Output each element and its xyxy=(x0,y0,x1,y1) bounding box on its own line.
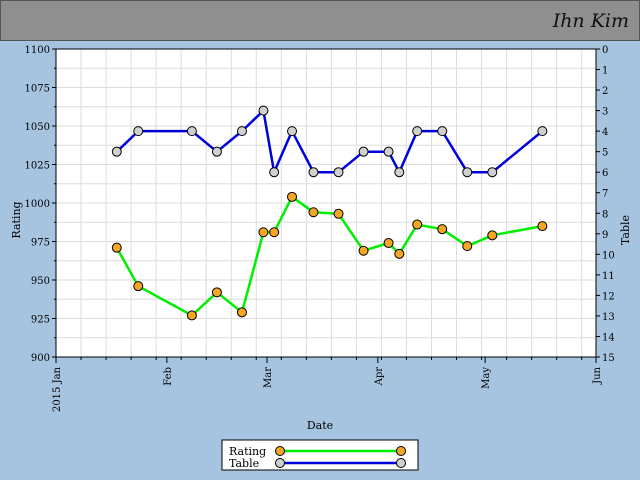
y-tick-label: 950 xyxy=(31,276,50,287)
y-tick-label: 1075 xyxy=(25,84,50,95)
legend-marker-table xyxy=(275,458,285,468)
data-point-table xyxy=(258,105,269,116)
y2-tick-label: 13 xyxy=(602,312,615,323)
data-point-table xyxy=(412,126,423,137)
y2-tick-label: 11 xyxy=(602,271,615,282)
data-point-rating xyxy=(211,287,222,298)
x-tick-label: 2015 Jan xyxy=(52,366,63,412)
y2-tick-label: 14 xyxy=(602,332,615,343)
y-tick-label: 1050 xyxy=(25,122,50,133)
data-point-rating xyxy=(462,241,473,252)
series-layer xyxy=(111,105,548,321)
y-tick-label: 1000 xyxy=(25,199,50,210)
x-tick-label: Apr xyxy=(374,367,385,387)
data-point-table xyxy=(383,146,394,157)
data-point-table xyxy=(308,167,319,178)
data-point-rating xyxy=(487,230,498,241)
legend-marker-rating xyxy=(396,446,406,456)
y2-tick-label: 1 xyxy=(602,66,608,77)
player-name: Ihn Kim xyxy=(552,10,629,32)
y2-tick-label: 7 xyxy=(602,189,608,200)
y-tick-label: 1025 xyxy=(25,161,50,172)
data-point-table xyxy=(186,126,197,137)
x-tick-label: Jun xyxy=(592,366,603,384)
data-point-table xyxy=(358,146,369,157)
series-line-table xyxy=(115,109,544,174)
data-point-table xyxy=(111,146,122,157)
y2-tick-label: 2 xyxy=(602,86,608,97)
data-point-rating xyxy=(308,207,319,218)
y2-axis-label: Table xyxy=(619,215,632,245)
data-point-rating xyxy=(287,191,298,202)
data-point-rating xyxy=(258,227,269,238)
x-tick-label: Mar xyxy=(263,367,274,388)
data-point-rating xyxy=(394,248,405,259)
y-tick-label: 975 xyxy=(31,238,50,249)
data-point-rating xyxy=(537,221,548,232)
x-tick-label: May xyxy=(481,367,492,389)
data-point-table xyxy=(333,167,344,178)
data-point-table xyxy=(394,167,405,178)
y2-tick-label: 8 xyxy=(602,209,608,220)
data-point-rating xyxy=(383,238,394,249)
y2-tick-label: 5 xyxy=(602,148,608,159)
series-line-rating xyxy=(115,195,543,317)
data-point-table xyxy=(437,126,448,137)
y-tick-label: 900 xyxy=(31,353,50,364)
data-point-rating xyxy=(333,208,344,219)
x-tick-label: Feb xyxy=(163,367,174,386)
y2-tick-label: 15 xyxy=(602,353,615,364)
legend-label-rating: Rating xyxy=(229,445,266,458)
data-point-rating xyxy=(437,224,448,235)
data-point-rating xyxy=(111,242,122,253)
x-axis-label: Date xyxy=(307,419,333,432)
data-point-table xyxy=(287,126,298,137)
data-point-table xyxy=(537,126,548,137)
y2-tick-label: 4 xyxy=(602,127,608,138)
y-tick-label: 925 xyxy=(31,315,50,326)
header-bar: Ihn Kim xyxy=(0,0,640,41)
data-point-rating xyxy=(269,227,280,238)
data-point-rating xyxy=(358,245,369,256)
data-point-rating xyxy=(236,307,247,318)
data-point-table xyxy=(211,146,222,157)
data-point-table xyxy=(462,167,473,178)
legend-marker-rating xyxy=(275,446,285,456)
legend-label-table: Table xyxy=(229,457,259,470)
y2-tick-label: 12 xyxy=(602,291,615,302)
y2-tick-label: 10 xyxy=(602,250,615,261)
legend-marker-table xyxy=(396,458,406,468)
y2-tick-label: 0 xyxy=(602,45,608,56)
data-point-table xyxy=(133,126,144,137)
y-axis-label: Rating xyxy=(10,201,23,238)
y2-tick-label: 3 xyxy=(602,107,608,118)
y-tick-label: 1100 xyxy=(25,45,50,56)
data-point-rating xyxy=(412,219,423,230)
data-point-table xyxy=(236,126,247,137)
data-point-rating xyxy=(133,281,144,292)
data-point-table xyxy=(269,167,280,178)
y2-tick-label: 9 xyxy=(602,230,608,241)
y2-tick-label: 6 xyxy=(602,168,608,179)
data-point-rating xyxy=(186,310,197,321)
data-point-table xyxy=(487,167,498,178)
legend-box xyxy=(221,439,419,471)
